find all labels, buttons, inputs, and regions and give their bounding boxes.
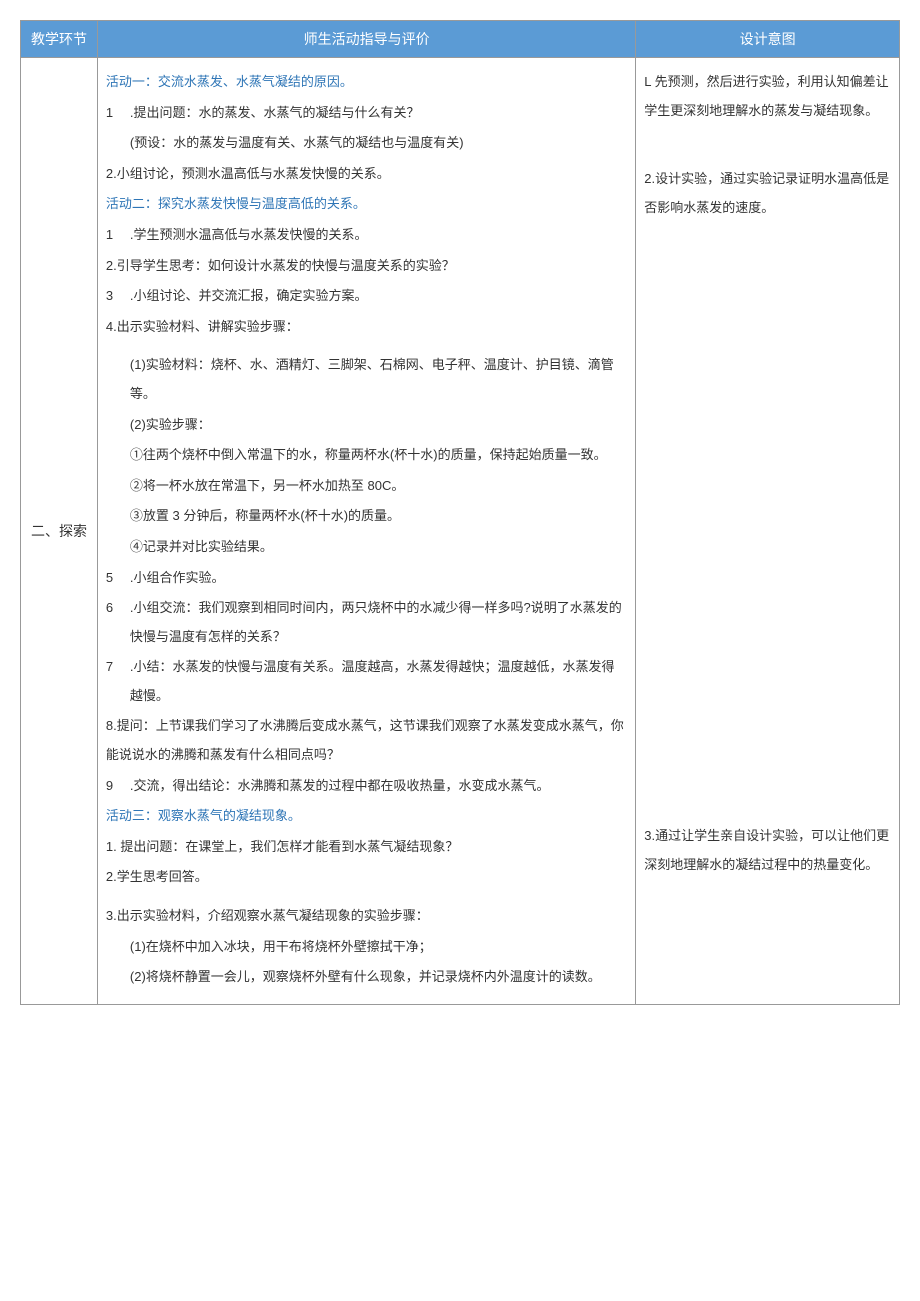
- content-row: 二、探索 活动一：交流水蒸发、水蒸气凝结的原因。 1 .提出问题：水的蒸发、水蒸…: [21, 58, 900, 1005]
- act2-sub1: (1)实验材料：烧杯、水、酒精灯、三脚架、石棉网、电子秤、温度计、护目镜、滴管等…: [106, 351, 627, 408]
- activity-cell: 活动一：交流水蒸发、水蒸气凝结的原因。 1 .提出问题：水的蒸发、水蒸气的凝结与…: [97, 58, 635, 1005]
- list-text: .小组讨论、并交流汇报，确定实验方案。: [130, 282, 627, 311]
- act2-step3: ③放置 3 分钟后，称量两杯水(杯十水)的质量。: [106, 502, 627, 531]
- act2-item5: 5 .小组合作实验。: [106, 564, 627, 593]
- act3-item1: 1. 提出问题：在课堂上，我们怎样才能看到水蒸气凝结现象？: [106, 833, 627, 862]
- lesson-plan-table: 教学环节 师生活动指导与评价 设计意图 二、探索 活动一：交流水蒸发、水蒸气凝结…: [20, 20, 900, 1005]
- act2-item4: 4.出示实验材料、讲解实验步骤：: [106, 313, 627, 342]
- list-text: .交流，得出结论：水沸腾和蒸发的过程中都在吸收热量，水变成水蒸气。: [130, 772, 627, 801]
- header-intent: 设计意图: [636, 21, 900, 58]
- act2-sub2: (2)实验步骤：: [106, 411, 627, 440]
- act2-step1: ①往两个烧杯中倒入常温下的水，称量两杯水(杯十水)的质量，保持起始质量一致。: [106, 441, 627, 470]
- list-number: 1: [106, 221, 130, 250]
- intent3: 3.通过让学生亲自设计实验，可以让他们更深刻地理解水的凝结过程中的热量变化。: [644, 822, 891, 879]
- act3-item3: 3.出示实验材料，介绍观察水蒸气凝结现象的实验步骤：: [106, 902, 627, 931]
- act2-item8: 8.提问：上节课我们学习了水沸腾后变成水蒸气，这节课我们观察了水蒸发变成水蒸气，…: [106, 712, 627, 769]
- act3-sub2: (2)将烧杯静置一会儿，观察烧杯外壁有什么现象，并记录烧杯内外温度计的读数。: [106, 963, 627, 992]
- act2-item7: 7 .小结：水蒸发的快慢与温度有关系。温度越高，水蒸发得越快；温度越低，水蒸发得…: [106, 653, 627, 710]
- list-number: 9: [106, 772, 130, 801]
- list-number: 1: [106, 99, 130, 128]
- list-text: .小组合作实验。: [130, 564, 627, 593]
- intent-cell: L 先预测，然后进行实验，利用认知偏差让学生更深刻地理解水的蒸发与凝结现象。 2…: [636, 58, 900, 1005]
- intent2: 2.设计实验，通过实验记录证明水温高低是否影响水蒸发的速度。: [644, 165, 891, 222]
- list-number: 7: [106, 653, 130, 710]
- list-number: 5: [106, 564, 130, 593]
- act1-item1: 1 .提出问题：水的蒸发、水蒸气的凝结与什么有关？: [106, 99, 627, 128]
- list-number: 6: [106, 594, 130, 651]
- act1-item2: 2.小组讨论，预测水温高低与水蒸发快慢的关系。: [106, 160, 627, 189]
- act2-item6: 6 .小组交流：我们观察到相同时间内，两只烧杯中的水减少得一样多吗?说明了水蒸发…: [106, 594, 627, 651]
- header-activity: 师生活动指导与评价: [97, 21, 635, 58]
- act3-sub1: (1)在烧杯中加入冰块，用干布将烧杯外壁擦拭干净；: [106, 933, 627, 962]
- activity3-title: 活动三：观察水蒸气的凝结现象。: [106, 802, 627, 831]
- act2-item3: 3 .小组讨论、并交流汇报，确定实验方案。: [106, 282, 627, 311]
- activity2-title: 活动二：探究水蒸发快慢与温度高低的关系。: [106, 190, 627, 219]
- intent1: L 先预测，然后进行实验，利用认知偏差让学生更深刻地理解水的蒸发与凝结现象。: [644, 68, 891, 125]
- act2-step4: ④记录并对比实验结果。: [106, 533, 627, 562]
- header-stage: 教学环节: [21, 21, 98, 58]
- act2-item9: 9 .交流，得出结论：水沸腾和蒸发的过程中都在吸收热量，水变成水蒸气。: [106, 772, 627, 801]
- stage-cell: 二、探索: [21, 58, 98, 1005]
- act1-preset: (预设：水的蒸发与温度有关、水蒸气的凝结也与温度有关): [106, 129, 627, 158]
- list-text: .小组交流：我们观察到相同时间内，两只烧杯中的水减少得一样多吗?说明了水蒸发的快…: [130, 594, 627, 651]
- activity1-title: 活动一：交流水蒸发、水蒸气凝结的原因。: [106, 68, 627, 97]
- header-row: 教学环节 师生活动指导与评价 设计意图: [21, 21, 900, 58]
- act3-item2: 2.学生思考回答。: [106, 863, 627, 892]
- list-number: 3: [106, 282, 130, 311]
- act2-item2: 2.引导学生思考：如何设计水蒸发的快慢与温度关系的实验？: [106, 252, 627, 281]
- act2-item1: 1 .学生预测水温高低与水蒸发快慢的关系。: [106, 221, 627, 250]
- list-text: .提出问题：水的蒸发、水蒸气的凝结与什么有关？: [130, 99, 627, 128]
- act2-step2: ②将一杯水放在常温下，另一杯水加热至 80C。: [106, 472, 627, 501]
- list-text: .学生预测水温高低与水蒸发快慢的关系。: [130, 221, 627, 250]
- list-text: .小结：水蒸发的快慢与温度有关系。温度越高，水蒸发得越快；温度越低，水蒸发得越慢…: [130, 653, 627, 710]
